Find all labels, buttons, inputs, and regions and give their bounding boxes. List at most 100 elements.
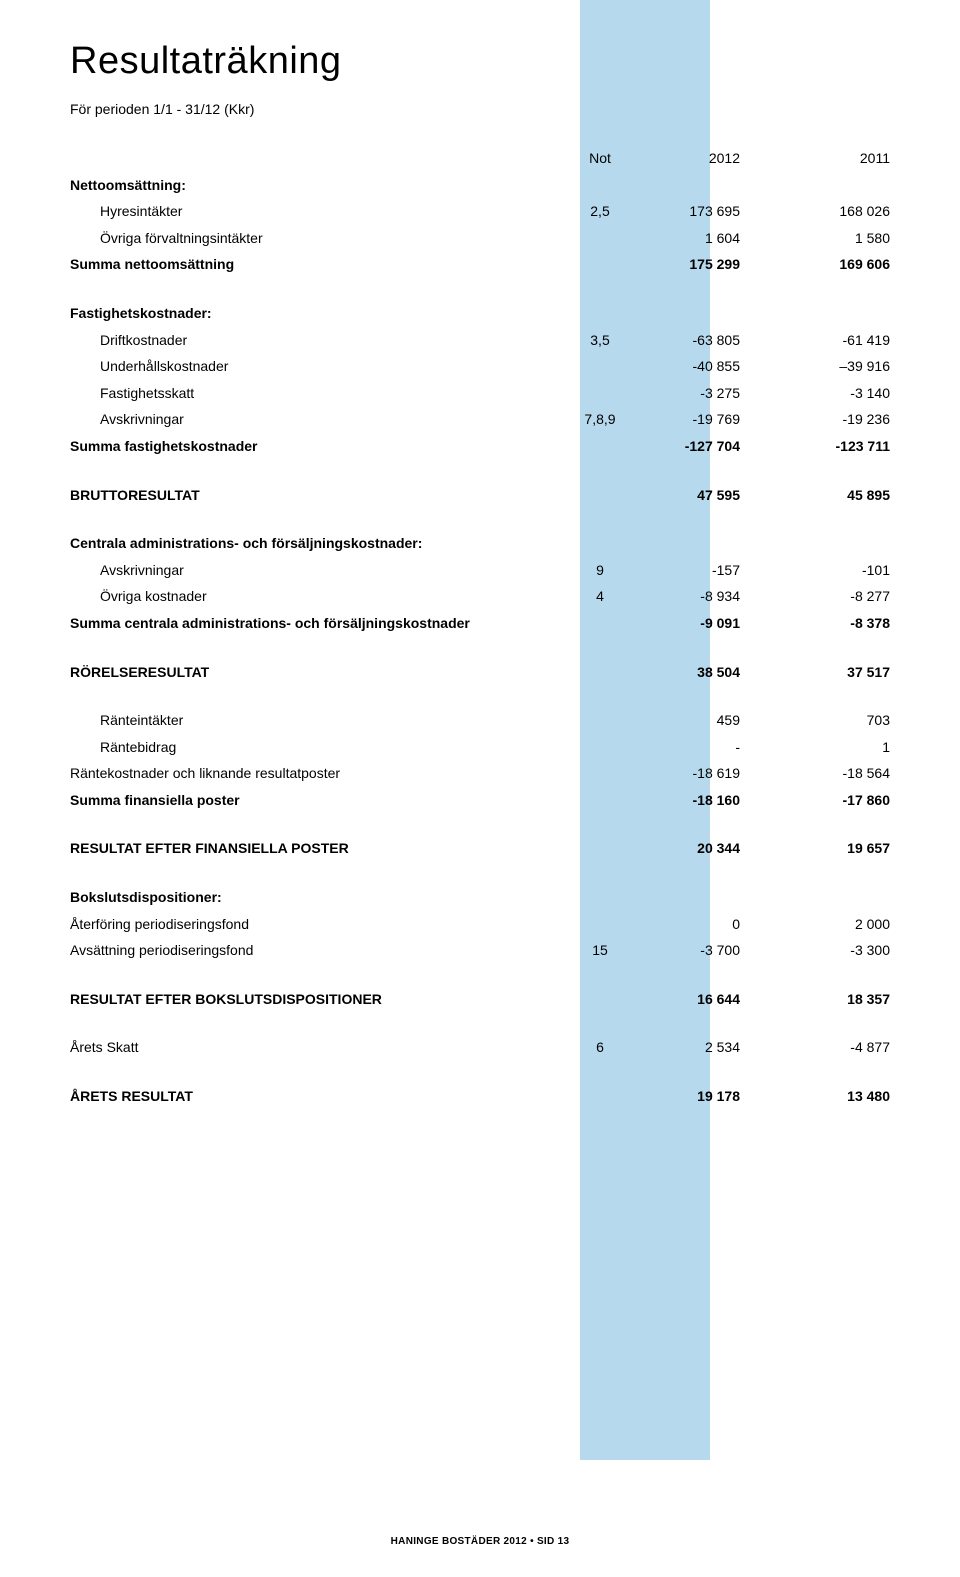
row-label: RÖRELSERESULTAT bbox=[70, 659, 570, 686]
table-row: Årets Skatt62 534-4 877 bbox=[70, 1034, 890, 1061]
table-row: ÅRETS RESULTAT19 17813 480 bbox=[70, 1083, 890, 1110]
row-value-2011: -8 378 bbox=[770, 610, 890, 637]
row-value-2011: 45 895 bbox=[770, 482, 890, 509]
row-label: BRUTTORESULTAT bbox=[70, 482, 570, 509]
spacer bbox=[70, 508, 890, 530]
table-row: Nettoomsättning: bbox=[70, 172, 890, 199]
row-value-2012: 2 534 bbox=[630, 1034, 770, 1061]
row-value-2011: -19 236 bbox=[770, 406, 890, 433]
table-row: Hyresintäkter2,5173 695168 026 bbox=[70, 198, 890, 225]
table-row: RESULTAT EFTER BOKSLUTSDISPOSITIONER 16 6… bbox=[70, 986, 890, 1013]
row-value-2012: -3 700 bbox=[630, 937, 770, 964]
table-row: Övriga förvaltningsintäkter1 6041 580 bbox=[70, 225, 890, 252]
row-label: Avskrivningar bbox=[70, 406, 570, 433]
row-value-2012: 38 504 bbox=[630, 659, 770, 686]
spacer bbox=[70, 862, 890, 884]
row-label: Centrala administrations- och försäljnin… bbox=[70, 530, 570, 557]
table-row: Underhållskostnader -40 855–39 916 bbox=[70, 353, 890, 380]
page-subtitle: För perioden 1/1 - 31/12 (Kkr) bbox=[70, 101, 890, 117]
row-value-2012: -19 769 bbox=[630, 406, 770, 433]
table-row: Fastighetskostnader: bbox=[70, 300, 890, 327]
row-label: Summa centrala administrations- och förs… bbox=[70, 610, 570, 637]
row-value-2012: -40 855 bbox=[630, 353, 770, 380]
row-label: RESULTAT EFTER BOKSLUTSDISPOSITIONER bbox=[70, 986, 570, 1013]
row-label: Bokslutsdispositioner: bbox=[70, 884, 570, 911]
row-label: Summa nettoomsättning bbox=[70, 251, 570, 278]
row-value-2012: 1 604 bbox=[630, 225, 770, 252]
spacer bbox=[70, 813, 890, 835]
row-label: Räntekostnader och liknande resultatpost… bbox=[70, 760, 570, 787]
row-value-2012: -157 bbox=[630, 557, 770, 584]
row-value-2011: 2 000 bbox=[770, 911, 890, 938]
row-label: Underhållskostnader bbox=[70, 353, 570, 380]
table-header: Not 2012 2011 bbox=[70, 145, 890, 172]
page-footer: HANINGE BOSTÄDER 2012 • SID 13 bbox=[0, 1536, 960, 1547]
row-value-2011: -17 860 bbox=[770, 787, 890, 814]
row-value-2011: 169 606 bbox=[770, 251, 890, 278]
header-year-b: 2011 bbox=[770, 145, 890, 172]
row-not: 15 bbox=[570, 937, 630, 964]
row-value-2011: 1 bbox=[770, 734, 890, 761]
table-row: BRUTTORESULTAT 47 59545 895 bbox=[70, 482, 890, 509]
table-row: Summa fastighetskostnader-127 704-123 71… bbox=[70, 433, 890, 460]
row-label: Fastighetsskatt bbox=[70, 380, 570, 407]
table-row: Räntekostnader och liknande resultatpost… bbox=[70, 760, 890, 787]
row-value-2012: 0 bbox=[630, 911, 770, 938]
table-row: Bokslutsdispositioner: bbox=[70, 884, 890, 911]
row-value-2011: –39 916 bbox=[770, 353, 890, 380]
spacer bbox=[70, 460, 890, 482]
table-row: Räntebidrag-1 bbox=[70, 734, 890, 761]
row-value-2011: 168 026 bbox=[770, 198, 890, 225]
row-label: Övriga förvaltningsintäkter bbox=[70, 225, 570, 252]
row-label: Hyresintäkter bbox=[70, 198, 570, 225]
page-title: Resultaträkning bbox=[70, 40, 890, 83]
content: Resultaträkning För perioden 1/1 - 31/12… bbox=[70, 40, 890, 1110]
row-value-2012: -3 275 bbox=[630, 380, 770, 407]
table-row: RÖRELSERESULTAT 38 50437 517 bbox=[70, 659, 890, 686]
table-row: Driftkostnader3,5-63 805-61 419 bbox=[70, 327, 890, 354]
row-value-2011: -61 419 bbox=[770, 327, 890, 354]
table-row: Summa centrala administrations- och förs… bbox=[70, 610, 890, 637]
row-value-2011: 703 bbox=[770, 707, 890, 734]
table-row: Avskrivningar9-157-101 bbox=[70, 557, 890, 584]
row-value-2011: 13 480 bbox=[770, 1083, 890, 1110]
row-value-2011: -18 564 bbox=[770, 760, 890, 787]
row-value-2012: -8 934 bbox=[630, 583, 770, 610]
row-value-2012: 20 344 bbox=[630, 835, 770, 862]
row-label: Återföring periodiseringsfond bbox=[70, 911, 570, 938]
row-value-2012: 19 178 bbox=[630, 1083, 770, 1110]
row-value-2012: 173 695 bbox=[630, 198, 770, 225]
row-not: 3,5 bbox=[570, 327, 630, 354]
spacer bbox=[70, 278, 890, 300]
row-value-2011: 37 517 bbox=[770, 659, 890, 686]
row-not: 4 bbox=[570, 583, 630, 610]
header-not: Not bbox=[570, 145, 630, 172]
row-value-2011: 18 357 bbox=[770, 986, 890, 1013]
page: Resultaträkning För perioden 1/1 - 31/12… bbox=[0, 0, 960, 1577]
row-value-2012: 47 595 bbox=[630, 482, 770, 509]
row-value-2012: 175 299 bbox=[630, 251, 770, 278]
row-value-2012: -18 160 bbox=[630, 787, 770, 814]
table-row: Fastighetsskatt-3 275-3 140 bbox=[70, 380, 890, 407]
row-value-2011: -4 877 bbox=[770, 1034, 890, 1061]
row-value-2012: -127 704 bbox=[630, 433, 770, 460]
table-row: Övriga kostnader4-8 934-8 277 bbox=[70, 583, 890, 610]
spacer bbox=[70, 964, 890, 986]
row-not: 9 bbox=[570, 557, 630, 584]
row-not: 7,8,9 bbox=[570, 406, 630, 433]
row-value-2011: -101 bbox=[770, 557, 890, 584]
row-value-2011: -123 711 bbox=[770, 433, 890, 460]
spacer bbox=[70, 637, 890, 659]
row-value-2012: -18 619 bbox=[630, 760, 770, 787]
spacer bbox=[70, 685, 890, 707]
row-label: Avsättning periodiseringsfond bbox=[70, 937, 570, 964]
table-row: Summa finansiella poster-18 160-17 860 bbox=[70, 787, 890, 814]
table-row: RESULTAT EFTER FINANSIELLA POSTER20 3441… bbox=[70, 835, 890, 862]
row-label: Nettoomsättning: bbox=[70, 172, 570, 199]
row-value-2011: -8 277 bbox=[770, 583, 890, 610]
row-not: 2,5 bbox=[570, 198, 630, 225]
row-value-2012: 16 644 bbox=[630, 986, 770, 1013]
row-value-2012: - bbox=[630, 734, 770, 761]
row-label: Ränteintäkter bbox=[70, 707, 570, 734]
row-value-2012: 459 bbox=[630, 707, 770, 734]
